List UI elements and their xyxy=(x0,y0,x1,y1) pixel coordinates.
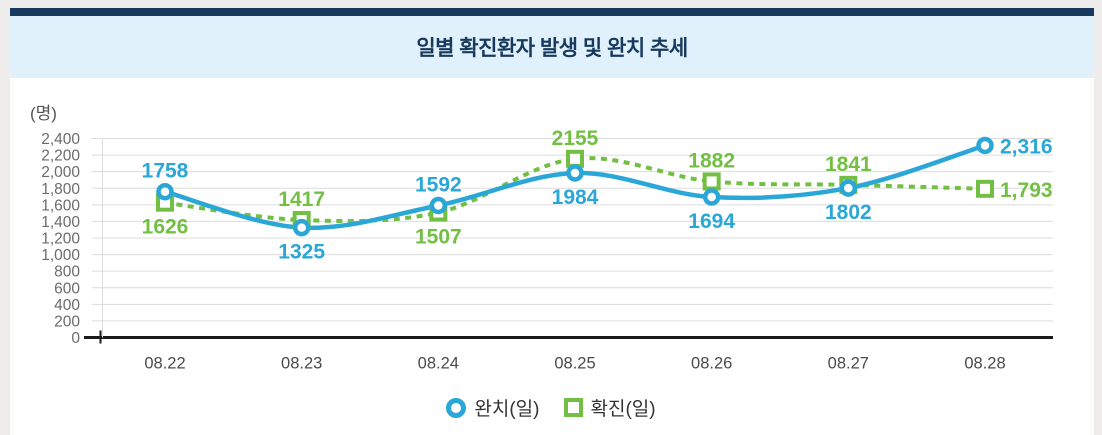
top-accent-bar xyxy=(10,8,1094,16)
legend-item-confirmed: 확진(일) xyxy=(563,394,656,421)
chart-legend: 완치(일) 확진(일) xyxy=(0,394,1102,421)
legend-label-recovered: 완치(일) xyxy=(474,399,540,420)
legend-label-confirmed: 확진(일) xyxy=(590,399,656,420)
recovered-circle-marker-icon xyxy=(446,397,467,418)
chart-card: 일별 확진환자 발생 및 완치 추세 xyxy=(10,8,1094,435)
confirmed-square-marker-icon xyxy=(563,398,583,417)
chart-header: 일별 확진환자 발생 및 완치 추세 xyxy=(10,16,1094,78)
chart-title: 일별 확진환자 발생 및 완치 추세 xyxy=(416,37,688,60)
legend-item-recovered: 완치(일) xyxy=(446,394,540,421)
